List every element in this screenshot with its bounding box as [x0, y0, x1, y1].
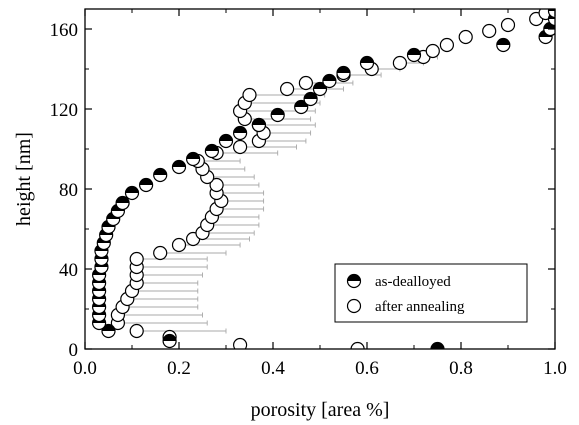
- y-tick-label: 80: [59, 180, 78, 201]
- error-bar: [136, 264, 208, 270]
- x-tick-label: 1.0: [543, 358, 567, 379]
- y-tick-label: 0: [69, 340, 79, 361]
- error-bar: [132, 288, 199, 294]
- data-point-as-dealloyed: [303, 91, 318, 107]
- data-point-after-annealing: [233, 139, 248, 155]
- data-point-after-annealing: [209, 177, 224, 193]
- data-point-after-annealing: [425, 43, 440, 59]
- error-bar: [127, 296, 199, 302]
- legend-symbol-open: [346, 298, 362, 314]
- error-bar: [216, 206, 265, 212]
- legend: as-dealloyed after annealing: [334, 263, 528, 323]
- error-bar: [258, 122, 316, 128]
- data-point-after-annealing: [350, 341, 365, 349]
- error-bar: [160, 250, 227, 256]
- data-point-as-dealloyed: [251, 117, 266, 133]
- error-bar: [136, 272, 203, 278]
- error-bar: [211, 214, 260, 220]
- legend-marker-as-dealloyed: [346, 273, 362, 289]
- data-point-after-annealing: [392, 55, 407, 71]
- x-tick-label: 0.2: [167, 358, 191, 379]
- y-tick-label: 160: [50, 20, 79, 41]
- error-bar: [117, 320, 208, 326]
- error-bar: [122, 304, 199, 310]
- error-bar: [136, 280, 199, 286]
- error-bar: [216, 150, 279, 156]
- x-axis-title: porosity [area %]: [251, 399, 390, 421]
- data-point-after-annealing: [171, 237, 187, 253]
- data-point-after-annealing: [129, 251, 144, 267]
- y-tick-label: 120: [50, 100, 79, 121]
- data-point-after-annealing: [280, 81, 295, 97]
- data-point-after-annealing: [233, 337, 248, 349]
- y-tick-label: 40: [59, 260, 78, 281]
- data-point-as-dealloyed: [270, 107, 285, 123]
- error-bar: [207, 222, 260, 228]
- error-bars: [117, 54, 438, 334]
- data-point-as-dealloyed: [336, 65, 351, 81]
- y-axis: 0 40 80 120 160: [50, 20, 555, 361]
- error-bar: [202, 230, 255, 236]
- error-bar: [258, 138, 307, 144]
- data-point-as-dealloyed: [233, 125, 248, 141]
- data-point-after-annealing: [500, 17, 516, 33]
- error-bar: [207, 174, 255, 180]
- data-point-as-dealloyed: [115, 195, 130, 211]
- x-axis: 0.0 0.2 0.4 0.6 0.8 1.0: [73, 9, 567, 379]
- error-bar: [240, 144, 297, 150]
- data-point-as-dealloyed: [186, 151, 201, 167]
- data-point-as-dealloyed: [139, 177, 154, 193]
- error-bar: [216, 190, 265, 196]
- error-bar: [136, 256, 208, 262]
- legend-box: [334, 263, 528, 323]
- data-point-as-dealloyed: [406, 47, 422, 63]
- data-point-after-annealing: [242, 87, 257, 103]
- data-point-as-dealloyed: [322, 73, 337, 89]
- error-bar: [136, 328, 227, 334]
- error-bar: [117, 312, 203, 318]
- x-tick-label: 0.0: [73, 358, 97, 379]
- data-point-as-dealloyed: [496, 37, 511, 53]
- legend-label-after-annealing: after annealing: [375, 299, 465, 315]
- x-tick-label: 0.8: [449, 358, 473, 379]
- data-point-as-dealloyed: [153, 167, 168, 183]
- data-point-after-annealing: [129, 323, 144, 339]
- error-bar: [179, 242, 241, 248]
- x-tick-label: 0.6: [355, 358, 379, 379]
- data-point-as-dealloyed: [218, 133, 234, 149]
- data-point-as-dealloyed: [430, 341, 445, 349]
- data-point-as-dealloyed: [124, 185, 140, 201]
- data-point-after-annealing: [153, 245, 168, 261]
- data-point-as-dealloyed: [101, 323, 116, 339]
- legend-symbol-half-filled: [346, 273, 362, 289]
- x-tick-label: 0.4: [261, 358, 285, 379]
- data-point-as-dealloyed: [204, 143, 219, 159]
- data-point-as-dealloyed: [162, 333, 177, 349]
- data-point-after-annealing: [458, 29, 473, 45]
- data-point-after-annealing: [439, 37, 454, 53]
- y-axis-title: height [nm]: [13, 132, 35, 226]
- data-point-as-dealloyed: [359, 55, 375, 71]
- series-as-dealloyed: [91, 9, 555, 349]
- legend-label-as-dealloyed: as-dealloyed: [375, 274, 451, 290]
- error-bar: [263, 130, 312, 136]
- series-after-annealing: [110, 9, 553, 349]
- data-point-after-annealing: [298, 75, 313, 91]
- legend-marker-after-annealing: [346, 298, 362, 314]
- data-point-after-annealing: [482, 23, 497, 39]
- data-point-as-dealloyed: [171, 159, 187, 175]
